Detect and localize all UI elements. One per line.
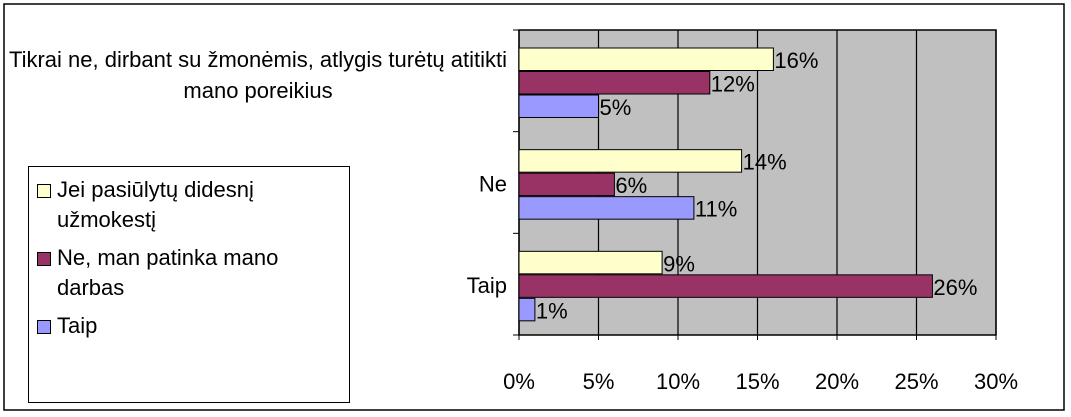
y-tick-label: Taip bbox=[467, 273, 507, 298]
y-tick-label: Ne bbox=[479, 171, 507, 196]
bar bbox=[518, 172, 615, 197]
data-label: 16% bbox=[774, 48, 818, 73]
data-label: 9% bbox=[663, 251, 695, 276]
data-label: 6% bbox=[615, 173, 647, 198]
x-tick-label: 0% bbox=[503, 369, 535, 394]
legend-label: Ne, man patinka mano darbas bbox=[57, 245, 279, 300]
bar bbox=[518, 47, 774, 71]
data-label: 12% bbox=[711, 72, 755, 97]
legend-swatch bbox=[37, 184, 51, 198]
y-tick-label: Tikrai ne, dirbant su žmonėmis, atlygis … bbox=[8, 46, 508, 103]
legend-swatch bbox=[37, 252, 51, 266]
data-label: 5% bbox=[600, 95, 632, 120]
legend-swatch bbox=[37, 320, 51, 334]
x-tick-label: 25% bbox=[894, 369, 938, 394]
bar bbox=[518, 274, 933, 298]
x-tick-label: 15% bbox=[735, 369, 779, 394]
bar bbox=[518, 71, 711, 95]
data-label: 1% bbox=[536, 298, 568, 323]
legend-item: Taip bbox=[35, 311, 343, 341]
data-label: 11% bbox=[695, 197, 737, 222]
legend: Jei pasiūlytų didesnį užmokestį Ne, man p… bbox=[28, 166, 350, 403]
x-tick-label: 5% bbox=[583, 369, 615, 394]
legend-label: Jei pasiūlytų didesnį užmokestį bbox=[57, 177, 254, 232]
bar bbox=[518, 297, 536, 322]
data-label: 14% bbox=[743, 150, 787, 175]
x-tick-label: 20% bbox=[815, 369, 859, 394]
legend-item: Jei pasiūlytų didesnį užmokestį bbox=[35, 175, 343, 235]
x-tick-label: 10% bbox=[656, 369, 700, 394]
bar bbox=[518, 149, 743, 173]
legend-label: Taip bbox=[57, 313, 98, 338]
legend-item: Ne, man patinka mano darbas bbox=[35, 243, 343, 303]
bar bbox=[518, 196, 695, 220]
x-tick-label: 30% bbox=[974, 369, 1018, 394]
data-label: 26% bbox=[933, 275, 977, 300]
chart-border bbox=[3, 3, 1065, 411]
bar bbox=[518, 94, 599, 118]
bar bbox=[518, 250, 663, 275]
